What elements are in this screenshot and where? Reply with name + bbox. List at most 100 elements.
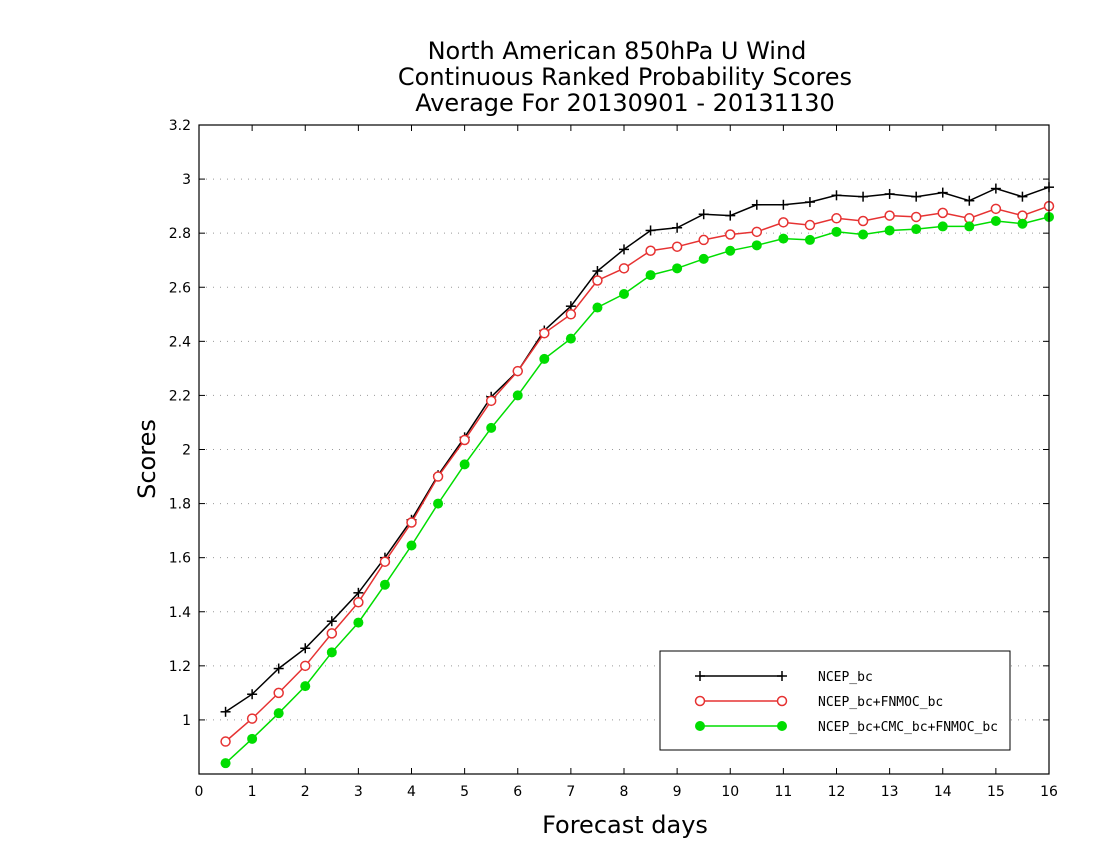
series-0-point-20 bbox=[751, 199, 762, 210]
legend-marker-end-0 bbox=[777, 671, 787, 681]
series-2 bbox=[220, 211, 1054, 769]
series-2-point-0 bbox=[220, 758, 231, 769]
series-0-point-30 bbox=[1017, 191, 1028, 202]
series-2-point-11 bbox=[512, 390, 523, 401]
series-2-point-17 bbox=[672, 263, 683, 274]
series-1-point-18 bbox=[698, 234, 709, 246]
x-tick-label-1: 1 bbox=[248, 784, 257, 800]
y-axis-title: Scores bbox=[133, 419, 161, 499]
x-tick-label-7: 7 bbox=[566, 784, 575, 800]
y-tick-label-0: 1 bbox=[182, 713, 191, 729]
x-tick-label-13: 13 bbox=[881, 784, 899, 800]
series-2-point-13 bbox=[565, 333, 576, 344]
x-tick-label-5: 5 bbox=[460, 784, 469, 800]
legend: NCEP_bc NCEP_bc+FNMOC_bc NCEP_bc+CMC_bc+FN… bbox=[659, 650, 1011, 751]
series-2-point-23 bbox=[831, 226, 842, 237]
series-1 bbox=[220, 200, 1055, 747]
series-0-point-3 bbox=[300, 643, 311, 654]
legend-marker-end-2 bbox=[777, 721, 787, 731]
legend-marker-start-2 bbox=[695, 721, 705, 731]
series-1-point-22 bbox=[804, 219, 816, 231]
series-2-point-19 bbox=[725, 245, 736, 256]
series-1-point-27 bbox=[937, 207, 948, 219]
series-1-point-26 bbox=[910, 211, 922, 223]
series-0-point-5 bbox=[353, 587, 364, 598]
series-1-point-7 bbox=[406, 517, 417, 528]
series-2-point-28 bbox=[964, 221, 975, 232]
series-2-point-29 bbox=[990, 215, 1001, 226]
series-1-point-8 bbox=[432, 471, 444, 482]
series-2-point-1 bbox=[247, 733, 258, 744]
y-axis-ticks: 1 1.2 1.4 1.6 1.8 2 2.2 2.4 2.6 2.8 3 3.2 bbox=[169, 118, 1049, 729]
x-tick-label-2: 2 bbox=[301, 784, 310, 800]
y-tick-label-4: 1.8 bbox=[169, 497, 191, 513]
series-2-point-2 bbox=[273, 708, 284, 719]
series-1-point-6 bbox=[379, 556, 391, 567]
x-tick-label-3: 3 bbox=[354, 784, 363, 800]
x-tick-label-11: 11 bbox=[774, 784, 792, 800]
series-1-point-9 bbox=[459, 434, 470, 446]
series-1-point-11 bbox=[512, 365, 523, 377]
series-0-point-15 bbox=[619, 244, 629, 255]
x-tick-label-14: 14 bbox=[934, 784, 952, 800]
x-tick-label-16: 16 bbox=[1040, 784, 1058, 800]
series-1-point-0 bbox=[220, 736, 231, 747]
series-2-point-30 bbox=[1017, 218, 1028, 229]
x-axis-title: Forecast days bbox=[542, 811, 708, 839]
series-1-point-24 bbox=[857, 215, 869, 227]
y-tick-label-1: 1.2 bbox=[169, 659, 191, 675]
chart-title-line-1: North American 850hPa U Wind bbox=[428, 37, 807, 65]
legend-label-2: NCEP_bc+CMC_bc+FNMOC_bc bbox=[818, 720, 998, 735]
y-tick-label-6: 2.2 bbox=[169, 388, 191, 404]
series-2-point-25 bbox=[884, 225, 895, 236]
y-tick-label-11: 3.2 bbox=[169, 118, 191, 134]
x-tick-label-4: 4 bbox=[407, 784, 416, 800]
series-2-point-3 bbox=[300, 681, 311, 692]
series-1-point-17 bbox=[671, 241, 683, 252]
x-tick-label-12: 12 bbox=[828, 784, 846, 800]
series-2-point-10 bbox=[486, 422, 497, 433]
series-2-point-22 bbox=[804, 234, 815, 245]
series-0-point-1 bbox=[247, 689, 258, 700]
series-2-point-12 bbox=[539, 353, 550, 364]
series-1-point-19 bbox=[725, 229, 736, 240]
series-1-point-2 bbox=[273, 687, 284, 699]
series-2-point-8 bbox=[433, 498, 444, 509]
series-2-point-5 bbox=[353, 617, 364, 628]
series-1-point-21 bbox=[778, 217, 789, 228]
series-2-point-16 bbox=[645, 270, 656, 281]
series-2-point-15 bbox=[619, 289, 629, 300]
series-2-point-20 bbox=[751, 240, 762, 251]
series-0-point-0 bbox=[220, 706, 231, 717]
legend-item-1: NCEP_bc+FNMOC_bc bbox=[694, 695, 943, 710]
y-tick-label-5: 2 bbox=[182, 443, 191, 459]
series-0-point-16 bbox=[645, 225, 656, 236]
series-1-point-3 bbox=[300, 660, 311, 672]
y-tick-label-3: 1.6 bbox=[169, 551, 191, 567]
plot-frame bbox=[198, 124, 1050, 775]
y-tick-label-7: 2.4 bbox=[169, 334, 191, 350]
legend-marker-start-0 bbox=[695, 671, 705, 681]
x-tick-label-15: 15 bbox=[987, 784, 1005, 800]
series-0-point-17 bbox=[672, 222, 683, 233]
series-2-point-26 bbox=[911, 224, 922, 235]
series-1-point-4 bbox=[326, 628, 338, 639]
y-tick-label-2: 1.4 bbox=[169, 605, 191, 621]
x-tick-label-6: 6 bbox=[513, 784, 522, 800]
series-1-point-23 bbox=[831, 213, 842, 224]
series-1-point-16 bbox=[645, 245, 656, 256]
series-0-point-23 bbox=[831, 190, 842, 201]
series-2-point-24 bbox=[858, 229, 869, 240]
series-1-point-5 bbox=[353, 597, 364, 608]
series-0-point-14 bbox=[592, 266, 603, 277]
chart-title: North American 850hPa U Wind Continuous … bbox=[398, 37, 852, 117]
legend-label-0: NCEP_bc bbox=[818, 670, 873, 685]
chart-title-line-2: Continuous Ranked Probability Scores bbox=[398, 63, 852, 91]
series-0-point-2 bbox=[273, 663, 284, 674]
chart-title-line-3: Average For 20130901 - 20131130 bbox=[415, 89, 835, 117]
series-0-point-28 bbox=[964, 195, 975, 206]
series-1-point-13 bbox=[565, 309, 577, 320]
series-1-point-20 bbox=[751, 226, 763, 238]
legend-item-2: NCEP_bc+CMC_bc+FNMOC_bc bbox=[695, 720, 998, 735]
series-2-point-21 bbox=[778, 233, 789, 244]
